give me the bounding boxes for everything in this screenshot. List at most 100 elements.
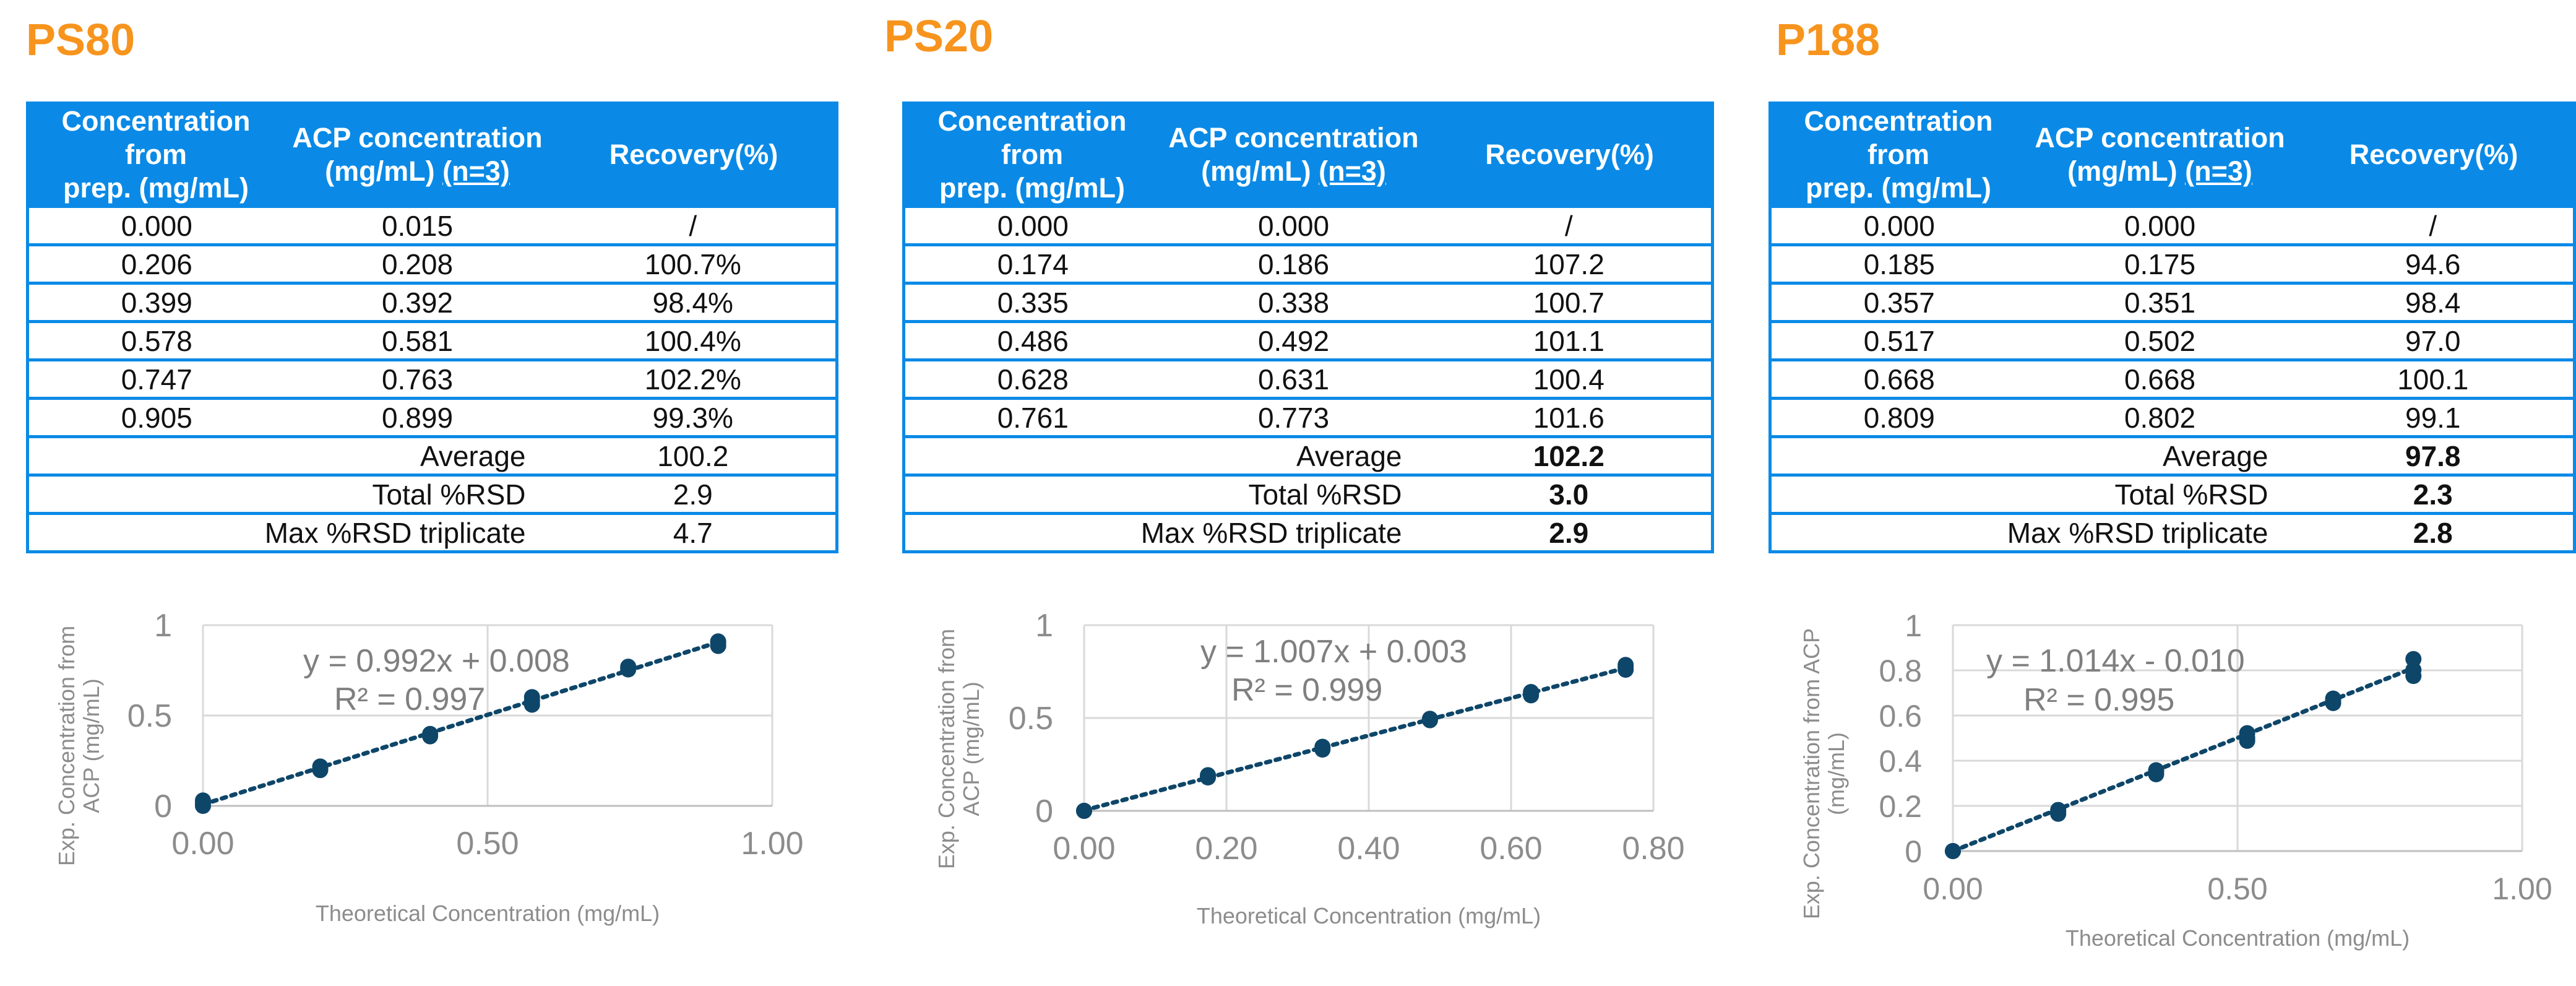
header-acp: ACP concentration (mg/mL) (n=3)	[283, 102, 552, 208]
data-point	[620, 659, 637, 675]
trendline-r-squared: R² = 0.997	[334, 681, 485, 717]
cell-acp: 0.338	[1160, 282, 1427, 323]
summary-row-rsd: Total %RSD 2.9	[26, 474, 838, 515]
data-point	[2325, 690, 2341, 707]
summary-row-max-rsd: Max %RSD triplicate 2.8	[1768, 512, 2576, 553]
data-point	[523, 689, 540, 706]
data-point	[2050, 802, 2067, 818]
cell-recovery: /	[550, 205, 838, 246]
summary-label: Average	[1768, 435, 2293, 477]
recovery-table: Concentration from prep. (mg/mL) ACP conc…	[26, 102, 838, 553]
cell-acp: 0.763	[284, 358, 551, 400]
cell-prep: 0.399	[26, 282, 285, 323]
y-axis-label: Exp. Concentration fromACP (mg/mL)	[934, 629, 984, 869]
cell-recovery: 97.0	[2293, 320, 2576, 361]
summary-value: 2.9	[1426, 512, 1714, 553]
summary-label: Max %RSD triplicate	[1768, 512, 2293, 553]
cell-recovery: 101.6	[1426, 397, 1714, 438]
data-point	[1945, 843, 1961, 859]
trendline-equation: y = 1.014x - 0.010	[1986, 643, 2245, 679]
y-tick-label: 0.5	[127, 698, 172, 734]
table-row: 0.206 0.208 100.7%	[26, 243, 838, 285]
trendline-r-squared: R² = 0.995	[2023, 682, 2174, 718]
y-axis-label-line: (mg/mL)	[1824, 732, 1849, 815]
y-axis-label: Exp. Concentration fromACP (mg/mL)	[54, 626, 104, 866]
data-point	[2405, 651, 2422, 667]
trendline	[1950, 665, 2416, 854]
x-tick-label: 0.00	[1053, 831, 1115, 867]
y-axis-label-line: Exp. Concentration from	[54, 626, 79, 866]
cell-acp: 0.186	[1160, 243, 1427, 285]
cell-prep: 0.486	[902, 320, 1161, 361]
cell-acp: 0.175	[2027, 243, 2293, 285]
cell-recovery: 99.1	[2293, 397, 2576, 438]
cell-recovery: 101.1	[1426, 320, 1714, 361]
table-header-row: Concentration from prep. (mg/mL) ACP conc…	[902, 102, 1714, 208]
cell-acp: 0.631	[1160, 358, 1427, 400]
cell-recovery: 100.7%	[550, 243, 838, 285]
summary-label: Total %RSD	[26, 474, 551, 515]
summary-label: Total %RSD	[1768, 474, 2293, 515]
data-point	[1314, 738, 1331, 755]
cell-acp: 0.392	[284, 282, 551, 323]
trendline-r-squared: R² = 0.999	[1231, 672, 1382, 708]
cell-prep: 0.761	[902, 397, 1161, 438]
table-row: 0.399 0.392 98.4%	[26, 282, 838, 323]
x-axis-label: Theoretical Concentration (mg/mL)	[1197, 903, 1541, 928]
panel-p188: P188 Concentration from prep. (mg/mL) ACP…	[1720, 0, 2576, 986]
cell-acp: 0.773	[1160, 397, 1427, 438]
data-point	[2148, 762, 2165, 779]
summary-row-rsd: Total %RSD 3.0	[902, 474, 1714, 515]
table-row: 0.747 0.763 102.2%	[26, 358, 838, 400]
summary-value: 3.0	[1426, 474, 1714, 515]
panel-title: PS20	[884, 12, 994, 61]
summary-row-average: Average 100.2	[26, 435, 838, 477]
cell-acp: 0.899	[284, 397, 551, 438]
cell-recovery: 100.1	[2293, 358, 2576, 400]
y-axis-label-line: Exp. Concentration from ACP	[1799, 628, 1824, 919]
summary-value: 2.8	[2293, 512, 2576, 553]
y-axis-label-line: ACP (mg/mL)	[958, 681, 984, 816]
x-tick-label: 0.00	[1923, 871, 1983, 906]
table-row: 0.905 0.899 99.3%	[26, 397, 838, 438]
data-point	[1421, 711, 1438, 727]
table-header-row: Concentration from prep. (mg/mL) ACP conc…	[1768, 102, 2576, 208]
y-tick-label: 0.4	[1879, 744, 1922, 779]
cell-acp: 0.015	[284, 205, 551, 246]
data-point	[1523, 684, 1540, 700]
x-axis-label: Theoretical Concentration (mg/mL)	[316, 901, 660, 926]
summary-label: Max %RSD triplicate	[902, 512, 1427, 553]
x-tick-label: 1.00	[741, 826, 803, 862]
x-tick-label: 0.60	[1480, 831, 1542, 867]
y-tick-label: 1	[1035, 608, 1053, 644]
y-tick-label: 0.6	[1879, 699, 1922, 733]
summary-value: 2.3	[2293, 474, 2576, 515]
cell-prep: 0.206	[26, 243, 285, 285]
cell-prep: 0.668	[1768, 358, 2027, 400]
table-row: 0.628 0.631 100.4	[902, 358, 1714, 400]
recovery-table: Concentration from prep. (mg/mL) ACP conc…	[902, 102, 1714, 553]
x-tick-label: 0.00	[171, 826, 234, 862]
y-tick-label: 1	[1905, 608, 1922, 643]
x-tick-label: 0.50	[456, 826, 519, 862]
cell-acp: 0.581	[284, 320, 551, 361]
y-axis-label-line: ACP (mg/mL)	[79, 678, 104, 813]
cell-acp: 0.351	[2027, 282, 2293, 323]
cell-prep: 0.747	[26, 358, 285, 400]
cell-recovery: 99.3%	[550, 397, 838, 438]
summary-label: Average	[26, 435, 551, 477]
header-acp: ACP concentration (mg/mL) (n=3)	[1159, 102, 1428, 208]
cell-acp: 0.502	[2027, 320, 2293, 361]
header-acp: ACP concentration (mg/mL) (n=3)	[2025, 102, 2294, 208]
cell-acp: 0.000	[2027, 205, 2293, 246]
y-tick-label: 0.2	[1879, 789, 1922, 824]
y-tick-label: 0.8	[1879, 654, 1922, 688]
scatter-chart-p188: 0.00 0.50 1.00 0 0.2 0.4 0.6 0.8 1 y = 1.014x - 0…	[1799, 608, 2552, 951]
y-tick-label: 0	[1035, 794, 1053, 829]
x-tick-label: 1.00	[2492, 871, 2552, 906]
trendline-equation: y = 0.992x + 0.008	[303, 643, 570, 679]
data-point	[312, 758, 329, 775]
y-tick-label: 0.5	[1009, 701, 1053, 737]
table-row: 0.517 0.502 97.0	[1768, 320, 2576, 361]
